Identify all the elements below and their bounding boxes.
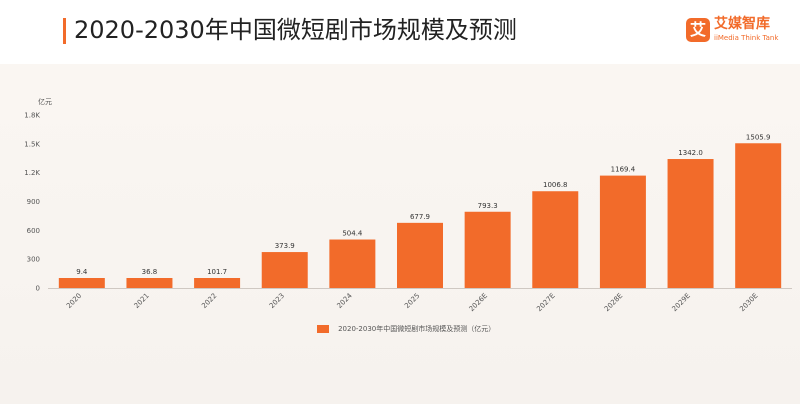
y-tick-label-6: 1.8K [24,112,40,120]
value-label-2020: 9.4 [76,268,88,276]
y-tick-label-0: 0 [36,285,40,293]
legend-label: 2020-2030年中国微短剧市场规模及预测（亿元） [338,324,496,333]
value-label-2025: 677.9 [410,213,430,221]
value-label-2029E: 1342.0 [678,149,703,157]
y-tick-label-2: 600 [27,227,40,235]
x-tick-label-2023: 2023 [268,292,286,310]
y-axis-unit-label: 亿元 [38,97,52,106]
bar-2027E [532,191,579,288]
brand-logo: 艾 艾媒智库 iiMedia Think Tank [686,16,786,46]
legend: 2020-2030年中国微短剧市场规模及预测（亿元） [317,318,495,333]
brand-logo-icon: 艾 [686,18,710,42]
value-label-2030E: 1505.9 [746,133,771,141]
x-tick-label-2026E: 2026E [468,292,489,313]
x-tick-label-2028E: 2028E [603,292,624,313]
value-labels: 9.4 36.8 101.7 373.9 504.4 677.9 793.3 1006.8 11… [76,133,770,276]
x-tick-label-2025: 2025 [403,292,421,310]
x-tick-label-2027E: 2027E [535,292,556,313]
bar-2023 [261,252,308,288]
value-label-2023: 373.9 [275,242,295,250]
page-title: 2020-2030年中国微短剧市场规模及预测 [74,16,517,44]
brand-name: 艾媒智库 [714,16,770,32]
bar-2026E [464,211,511,288]
y-tick-label-3: 900 [27,198,40,206]
value-label-2027E: 1006.8 [543,181,568,189]
x-tick-label-2022: 2022 [200,292,218,310]
bar-2021 [126,278,173,288]
bar-2024 [329,239,376,288]
y-tick-label-4: 1.2K [24,169,40,177]
value-label-2022: 101.7 [207,268,227,276]
bar-2030E [735,143,782,288]
x-axis: 2020 2021 2022 2023 2024 2025 2026E 2027E 2028E 2… [48,288,792,313]
brand-subtitle: iiMedia Think Tank [714,34,779,42]
bar-2029E [667,159,714,288]
bar-2020 [58,278,105,288]
x-tick-label-2021: 2021 [133,292,151,310]
title-accent-bar [63,18,66,44]
x-tick-label-2029E: 2029E [671,292,692,313]
bars [58,143,782,288]
value-label-2028E: 1169.4 [611,166,636,174]
header: 2020-2030年中国微短剧市场规模及预测 艾 艾媒智库 iiMedia Th… [0,0,800,64]
x-tick-label-2030E: 2030E [738,292,759,313]
value-label-2021: 36.8 [142,268,158,276]
legend-swatch [317,324,329,333]
bar-2022 [194,278,241,288]
value-label-2024: 504.4 [342,230,363,238]
y-tick-label-5: 1.5K [24,140,40,148]
bar-2025 [397,222,443,288]
bar-2028E [599,175,646,288]
x-tick-label-2020: 2020 [65,292,83,310]
x-tick-label-2024: 2024 [336,291,355,310]
value-label-2026E: 793.3 [478,202,498,210]
y-tick-label-1: 300 [27,256,40,264]
y-axis: 亿元 0 300 600 900 1.2K 1.5K 1.8K [24,97,52,293]
